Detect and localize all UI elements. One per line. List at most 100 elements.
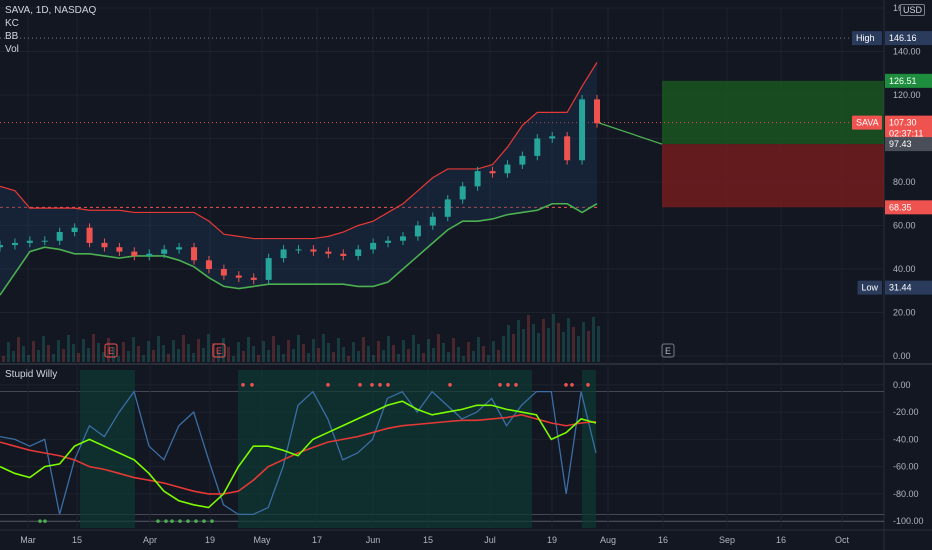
candle-body bbox=[265, 258, 272, 280]
volume-bar bbox=[597, 326, 600, 362]
indicator-highlight bbox=[80, 370, 135, 528]
indicator-tick-label: -20.00 bbox=[893, 407, 919, 417]
oversold-dot bbox=[164, 519, 168, 523]
overbought-dot bbox=[448, 383, 452, 387]
kc-upper-line bbox=[0, 62, 598, 240]
overbought-dot bbox=[498, 383, 502, 387]
volume-bar bbox=[592, 317, 595, 362]
time-tick-label: May bbox=[253, 535, 271, 545]
volume-bar bbox=[77, 353, 80, 362]
price-tick-label: 60.00 bbox=[893, 221, 916, 231]
price-tag-box bbox=[885, 31, 932, 46]
overbought-dot bbox=[514, 383, 518, 387]
volume-bar bbox=[342, 347, 345, 362]
volume-bar bbox=[42, 336, 45, 362]
price-tag-box bbox=[885, 73, 932, 88]
price-tick-label: 80.00 bbox=[893, 177, 916, 187]
candle-body bbox=[444, 199, 451, 217]
volume-bar bbox=[487, 355, 490, 362]
volume-bar bbox=[242, 351, 245, 362]
overbought-dot bbox=[326, 383, 330, 387]
volume-bar bbox=[317, 348, 320, 362]
time-tick-label: 15 bbox=[72, 535, 82, 545]
price-tag-value: 97.43 bbox=[889, 139, 912, 149]
indicator-highlight bbox=[582, 370, 596, 528]
price-tag-label: Low bbox=[862, 283, 879, 293]
volume-bar bbox=[202, 348, 205, 362]
volume-bar bbox=[2, 356, 5, 362]
overbought-dot bbox=[586, 383, 590, 387]
symbol-title[interactable]: SAVA, 1D, NASDAQ bbox=[5, 5, 97, 16]
position-zones bbox=[0, 37, 884, 208]
volume-bar bbox=[327, 343, 330, 362]
candle-body bbox=[0, 245, 3, 248]
volume-bar bbox=[137, 346, 140, 362]
volume-bar bbox=[87, 348, 90, 362]
volume-bar bbox=[542, 319, 545, 362]
overbought-dot bbox=[570, 383, 574, 387]
price-tag-value: 31.44 bbox=[889, 283, 912, 293]
candle-body bbox=[534, 138, 541, 156]
volume-bar bbox=[472, 351, 475, 362]
volume-bar bbox=[397, 354, 400, 362]
candle-body bbox=[250, 277, 257, 280]
legend-bb[interactable]: BB bbox=[5, 31, 19, 42]
price-tick-label: 140.00 bbox=[893, 47, 921, 57]
willy-line bbox=[0, 390, 597, 516]
candle-body bbox=[489, 171, 496, 174]
volume-bar bbox=[252, 346, 255, 362]
time-tick-label: Aug bbox=[600, 535, 616, 545]
volume-bar bbox=[482, 346, 485, 362]
price-tag-box bbox=[885, 115, 932, 140]
volume-bar bbox=[227, 347, 230, 362]
volume-bar bbox=[337, 338, 340, 362]
volume-bar bbox=[497, 350, 500, 362]
price-axes: 160.00140.00120.00100.0080.0060.0040.002… bbox=[893, 3, 924, 526]
currency-button[interactable]: USD bbox=[900, 4, 926, 16]
volume-bar bbox=[557, 323, 560, 362]
volume-bar bbox=[287, 340, 290, 362]
overbought-dot bbox=[370, 383, 374, 387]
volume-bar bbox=[157, 336, 160, 362]
volume-bar bbox=[577, 336, 580, 362]
chart-legend: SAVA, 1D, NASDAQ KC BB Vol bbox=[5, 4, 96, 56]
candle-body bbox=[131, 251, 138, 256]
earnings-marker-box bbox=[212, 343, 226, 358]
earnings-marker-label: E bbox=[108, 346, 114, 356]
volume-bar bbox=[467, 342, 470, 362]
volume-bar bbox=[357, 351, 360, 362]
candle-body bbox=[71, 227, 78, 233]
indicator-title[interactable]: Stupid Willy bbox=[5, 369, 58, 380]
volume-bar bbox=[122, 342, 125, 362]
volume-bar bbox=[332, 352, 335, 362]
volume-bar bbox=[27, 355, 30, 362]
volume-bar bbox=[307, 353, 310, 362]
time-tick-label: Apr bbox=[143, 535, 157, 545]
candle-body bbox=[191, 247, 198, 261]
candle-body bbox=[56, 232, 63, 241]
oversold-dot bbox=[202, 519, 206, 523]
price-tag-label: High bbox=[856, 33, 875, 43]
legend-vol[interactable]: Vol bbox=[5, 44, 19, 55]
volume-bar bbox=[492, 341, 495, 362]
time-tick-label: Mar bbox=[20, 535, 36, 545]
volume-bar bbox=[52, 354, 55, 362]
time-tick-label: 19 bbox=[205, 535, 215, 545]
legend-kc[interactable]: KC bbox=[5, 18, 19, 29]
overbought-dot bbox=[564, 383, 568, 387]
volume-bar bbox=[537, 333, 540, 362]
oversold-dot bbox=[43, 519, 47, 523]
indicator-tick-label: -100.00 bbox=[893, 516, 924, 526]
volume-bar bbox=[7, 342, 10, 362]
candle-body bbox=[459, 186, 466, 200]
volume-bar bbox=[502, 336, 505, 362]
volume-bar bbox=[477, 337, 480, 362]
overbought-dot bbox=[378, 383, 382, 387]
stupid-willy-indicator bbox=[0, 370, 597, 528]
indicator-tick-label: -80.00 bbox=[893, 489, 919, 499]
volume-bar bbox=[57, 340, 60, 362]
indicator-tick-label: -40.00 bbox=[893, 434, 919, 444]
indicator-tick-label: -60.00 bbox=[893, 462, 919, 472]
earnings-marker-label: E bbox=[216, 346, 222, 356]
